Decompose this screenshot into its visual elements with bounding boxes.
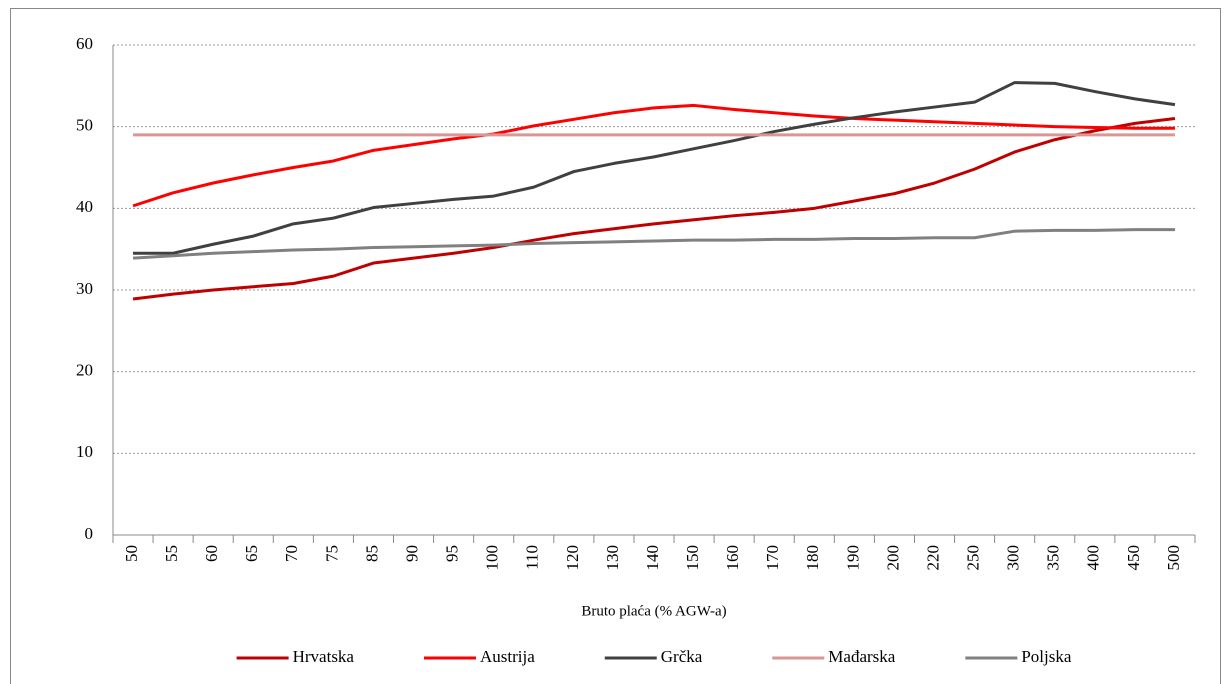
y-tick-label: 60	[76, 34, 93, 53]
x-tick-label: 300	[1004, 545, 1023, 571]
y-tick-label: 10	[76, 442, 93, 461]
x-tick-label: 200	[883, 545, 902, 571]
legend-label: Austrija	[480, 647, 535, 666]
x-tick-label: 500	[1164, 545, 1183, 571]
legend-label: Hrvatska	[293, 647, 355, 666]
x-tick-label: 180	[803, 545, 822, 571]
legend-label: Grčka	[661, 647, 703, 666]
series-line	[133, 81, 1176, 255]
x-tick-label: 160	[723, 545, 742, 571]
x-tick-label: 190	[843, 545, 862, 571]
x-tick-label: 55	[162, 545, 181, 562]
x-tick-label: 170	[763, 545, 782, 571]
series-line	[132, 228, 1175, 260]
x-tick-label: 100	[483, 545, 502, 571]
x-tick-label: 120	[563, 545, 582, 571]
y-tick-label: 40	[76, 197, 93, 216]
y-tick-label: 0	[85, 524, 94, 543]
x-tick-label: 75	[322, 545, 341, 562]
x-tick-label: 400	[1084, 545, 1103, 571]
x-tick-label: 90	[402, 545, 421, 562]
x-tick-label: 140	[643, 545, 662, 571]
legend-label: Mađarska	[828, 647, 895, 666]
x-tick-label: 95	[443, 545, 462, 562]
x-tick-label: 450	[1124, 545, 1143, 571]
x-tick-label: 70	[282, 545, 301, 562]
series-line	[132, 117, 1176, 301]
series-line	[132, 103, 1175, 208]
x-tick-label: 250	[963, 545, 982, 571]
x-tick-label: 50	[122, 545, 141, 562]
y-tick-label: 50	[76, 116, 93, 135]
x-tick-label: 220	[923, 545, 942, 571]
x-tick-label: 130	[603, 545, 622, 571]
x-axis-label: Bruto plaća (% AGW-a)	[581, 603, 726, 619]
x-tick-label: 60	[202, 545, 221, 562]
x-tick-label: 85	[362, 545, 381, 562]
x-tick-label: 110	[523, 545, 542, 570]
y-tick-label: 30	[76, 279, 93, 298]
x-tick-label: 350	[1044, 545, 1063, 571]
legend-label: Poljska	[1021, 647, 1072, 666]
chart-frame	[10, 8, 1221, 684]
x-tick-label: 65	[242, 545, 261, 562]
x-tick-label: 150	[683, 545, 702, 571]
y-tick-label: 20	[76, 361, 93, 380]
